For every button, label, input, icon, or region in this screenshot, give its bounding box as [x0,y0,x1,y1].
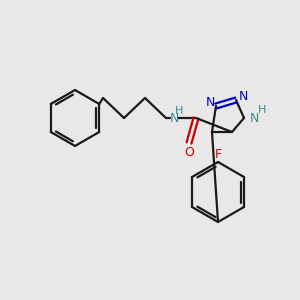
Text: N: N [205,97,215,110]
Text: H: H [258,105,266,115]
Text: N: N [238,91,248,103]
Text: F: F [214,148,222,160]
Text: O: O [184,146,194,158]
Text: H: H [175,106,183,116]
Text: N: N [249,112,259,124]
Text: N: N [169,112,179,124]
